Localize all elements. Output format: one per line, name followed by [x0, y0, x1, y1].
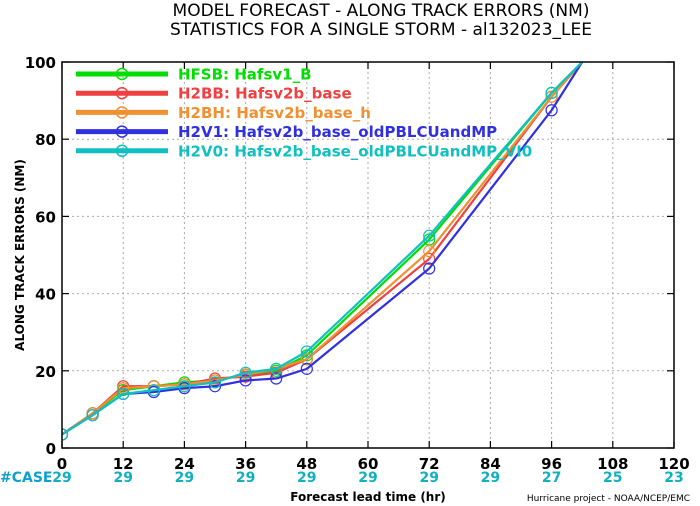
y-axis-label: ALONG TRACK ERRORS (NM) — [13, 159, 27, 351]
series-point-4 — [208, 376, 222, 389]
series-point-4 — [270, 362, 283, 375]
series-point-2 — [545, 90, 558, 103]
x-tick-label: 96 — [541, 455, 562, 473]
legend-marker-3 — [115, 125, 129, 138]
chart-subtitle: STATISTICS FOR A SINGLE STORM - al132023… — [170, 20, 592, 40]
legend-label-3: H2V1: Hafsv2b_base_oldPBLCUandMP — [178, 123, 497, 141]
series-point-4 — [147, 384, 160, 397]
y-tick-label: 20 — [35, 363, 56, 381]
series-point-3 — [545, 104, 558, 117]
case-count: 29 — [297, 470, 316, 486]
x-tick-label: 24 — [174, 455, 195, 473]
legend-label-1: H2BB: Hafsv2b_base — [178, 85, 352, 103]
case-count-row: #CASE 29 29 29 29 29 29 29 29 27 25 23 — [0, 470, 684, 486]
legend-label-2: H2BH: Hafsv2b_base_h — [178, 104, 371, 122]
y-tick-label: 0 — [46, 440, 56, 458]
x-tick-label: 84 — [480, 455, 501, 473]
x-tick-label: 36 — [235, 455, 256, 473]
case-count: 29 — [52, 470, 71, 486]
legend-marker-1 — [115, 86, 129, 100]
series-point-1 — [423, 252, 436, 265]
legend-marker-4 — [115, 144, 129, 158]
legend-marker-0 — [115, 67, 129, 81]
y-tick-label: 80 — [35, 131, 56, 149]
case-row-label: #CASE — [0, 470, 53, 486]
series-point-4 — [86, 409, 99, 422]
series-point-2 — [300, 353, 313, 366]
x-tick-label: 72 — [419, 455, 440, 473]
y-tick-label: 100 — [25, 54, 56, 72]
x-tick-label: 0 — [57, 455, 67, 473]
series-group — [62, 62, 584, 441]
x-axis-label: Forecast lead time (hr) — [290, 490, 446, 504]
series-point-3 — [208, 380, 222, 393]
case-count: 29 — [236, 470, 255, 486]
case-count: 27 — [542, 470, 561, 486]
case-count: 29 — [358, 470, 377, 486]
case-count: 29 — [175, 470, 194, 486]
x-tick-label: 120 — [658, 455, 689, 473]
series-point-4 — [239, 366, 252, 379]
x-tick-label: 60 — [358, 455, 379, 473]
tick-marks — [61, 61, 675, 449]
y-tick-label: 60 — [35, 208, 56, 226]
case-count: 23 — [664, 470, 683, 486]
legend-label-0: HFSB: Hafsv1_B — [178, 66, 312, 84]
case-count: 29 — [481, 470, 500, 486]
series-point-4 — [62, 428, 69, 441]
y-tick-label: 40 — [35, 286, 56, 304]
series-point-3 — [300, 362, 313, 375]
series-point-4 — [117, 387, 130, 401]
series-point-2 — [423, 245, 436, 258]
x-tick-label: 12 — [113, 455, 134, 473]
series-point-3 — [423, 262, 436, 275]
series-point-4 — [545, 86, 558, 99]
case-count: 25 — [603, 470, 622, 486]
case-count: 29 — [113, 470, 132, 486]
series-point-3 — [270, 372, 283, 385]
x-tick-label: 48 — [296, 455, 317, 473]
legend-marker-2 — [115, 106, 129, 119]
series-point-4 — [300, 345, 313, 358]
credit-text: Hurricane project - NOAA/NCEP/EMC — [527, 494, 690, 504]
chart-title: MODEL FORECAST - ALONG TRACK ERRORS (NM) — [173, 1, 590, 21]
series-line-4 — [62, 62, 583, 436]
x-tick-label: 108 — [597, 455, 628, 473]
series-point-4 — [423, 229, 436, 242]
series-layer — [62, 62, 584, 441]
case-count: 29 — [419, 470, 438, 486]
series-point-3 — [239, 374, 252, 387]
x-tick-labels: 0 12 24 36 48 60 72 84 96 108 120 — [57, 455, 690, 473]
legend-label-4: H2V0: Hafsv2b_base_oldPBLCUandMP_VI0 — [178, 142, 532, 160]
y-tick-labels: 0 20 40 60 80 100 — [25, 54, 56, 458]
series-point-4 — [178, 380, 191, 393]
